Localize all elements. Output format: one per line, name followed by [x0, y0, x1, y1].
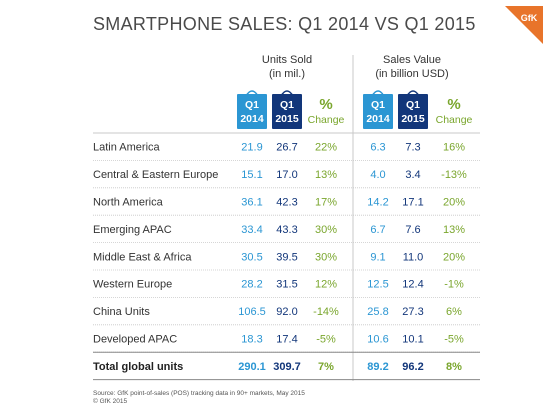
table-cell: 6%	[446, 306, 462, 318]
group-title: Units Sold	[262, 54, 312, 66]
table-cell: 11.0	[403, 251, 424, 263]
table-cell: 17.1	[402, 197, 423, 209]
badge-year: 2014	[366, 113, 390, 125]
row-region-label: North America	[93, 197, 164, 209]
change-header: Change	[308, 114, 345, 126]
table-cell: 7.6	[405, 224, 420, 236]
table-cell: 39.5	[276, 251, 297, 263]
table-cell: 9.1	[370, 251, 385, 263]
badge-quarter: Q1	[280, 99, 294, 111]
table-cell: 27.3	[402, 306, 423, 318]
copyright-line: © GfK 2015	[93, 398, 128, 405]
column-badge	[398, 94, 428, 129]
badge-year: 2014	[240, 113, 264, 125]
row-region-label: Emerging APAC	[93, 224, 172, 236]
table-cell: -5%	[316, 334, 336, 346]
table-cell: 31.5	[276, 279, 297, 291]
table-cell: -14%	[313, 306, 339, 318]
table-cell: 7.3	[405, 142, 420, 154]
table-cell: 10.6	[367, 334, 388, 346]
table-cell: 17%	[315, 197, 337, 209]
table-cell: 30.5	[241, 251, 262, 263]
group-subtitle: (in mil.)	[269, 68, 305, 80]
table-cell: 20%	[443, 251, 465, 263]
table-cell: 13%	[315, 169, 337, 181]
table-cell: 3.4	[405, 169, 420, 181]
table-cell: 26.7	[276, 142, 297, 154]
logo-text: GfK	[521, 13, 538, 23]
change-header: Change	[436, 114, 473, 126]
table-cell: 28.2	[241, 279, 262, 291]
row-region-label: Central & Eastern Europe	[93, 169, 218, 181]
row-region-label: Developed APAC	[93, 334, 177, 346]
chart-title: SMARTPHONE SALES: Q1 2014 VS Q1 2015	[93, 14, 476, 34]
table-cell: 17.4	[276, 334, 297, 346]
table-cell: 20%	[443, 197, 465, 209]
badge-year: 2015	[401, 113, 425, 125]
row-region-label: Latin America	[93, 142, 161, 154]
table-cell: -1%	[444, 279, 464, 291]
table-cell: 33.4	[241, 224, 262, 236]
row-region-label: China Units	[93, 306, 150, 318]
group-title: Sales Value	[383, 54, 441, 66]
table-cell: 12.5	[367, 279, 388, 291]
table-cell: 13%	[443, 224, 465, 236]
table-cell: 16%	[443, 142, 465, 154]
table-cell: 30%	[315, 251, 337, 263]
table-cell: 43.3	[276, 224, 297, 236]
group-subtitle: (in billion USD)	[375, 68, 448, 80]
row-region-label: Middle East & Africa	[93, 251, 192, 263]
badge-quarter: Q1	[245, 99, 259, 111]
table-cell: 4.0	[370, 169, 385, 181]
badge-year: 2015	[275, 113, 299, 125]
table-cell: 21.9	[241, 142, 262, 154]
table-cell: 30%	[315, 224, 337, 236]
table-cell: 12%	[315, 279, 337, 291]
column-badge	[363, 94, 393, 129]
table-cell: 92.0	[276, 306, 297, 318]
table-cell: 6.3	[370, 142, 385, 154]
badge-quarter: Q1	[371, 99, 385, 111]
table-cell: -5%	[444, 334, 464, 346]
total-cell: 89.2	[367, 361, 388, 373]
total-cell: 8%	[446, 361, 462, 373]
total-cell: 7%	[318, 361, 334, 373]
logo-triangle	[505, 6, 543, 44]
table-cell: 18.3	[241, 334, 262, 346]
table-cell: 22%	[315, 142, 337, 154]
table-cell: 15.1	[241, 169, 262, 181]
table-cell: 14.2	[367, 197, 388, 209]
table-cell: 42.3	[276, 197, 297, 209]
row-region-label: Western Europe	[93, 279, 172, 291]
source-note: Source: GfK point-of-sales (POS) trackin…	[93, 390, 305, 406]
table-cell: 6.7	[370, 224, 385, 236]
source-line: Source: GfK point-of-sales (POS) trackin…	[93, 390, 305, 397]
table-cell: 17.0	[276, 169, 297, 181]
percent-header: %	[319, 96, 332, 113]
total-cell: 309.7	[273, 361, 301, 373]
table-cell: 36.1	[241, 197, 262, 209]
table-cell: 106.5	[238, 306, 266, 318]
gfk-logo: GfK	[505, 6, 543, 44]
table-cell: 25.8	[367, 306, 388, 318]
total-cell: 96.2	[402, 361, 423, 373]
column-badge	[237, 94, 267, 129]
total-label: Total global units	[93, 361, 183, 373]
table-cell: 10.1	[402, 334, 423, 346]
percent-header: %	[447, 96, 460, 113]
table-cell: 12.4	[402, 279, 423, 291]
column-badge	[272, 94, 302, 129]
table-cell: -13%	[441, 169, 467, 181]
badge-quarter: Q1	[406, 99, 420, 111]
total-cell: 290.1	[238, 361, 266, 373]
